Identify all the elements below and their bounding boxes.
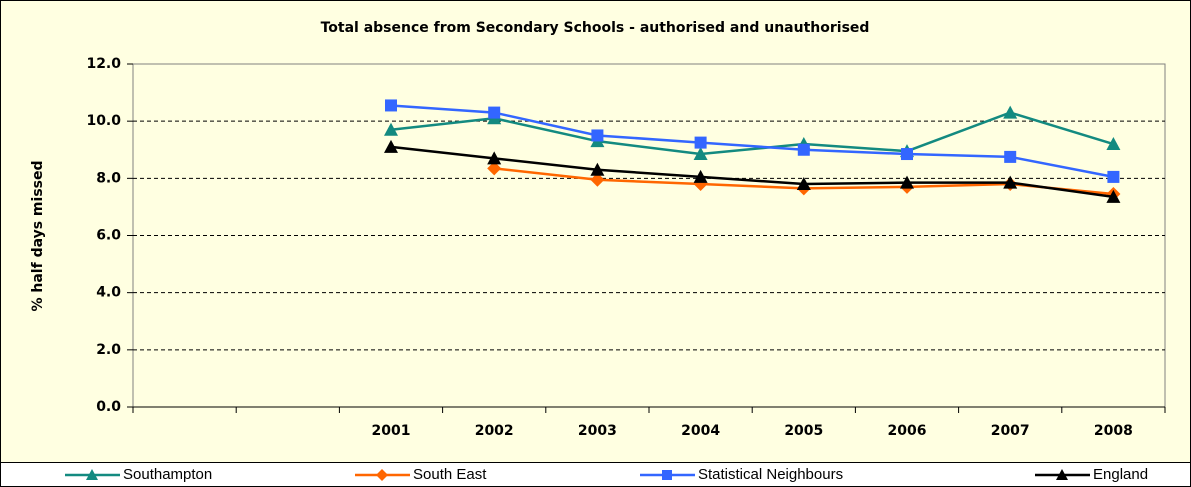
x-tick-label: 2007 — [991, 423, 1030, 439]
marker — [1056, 469, 1068, 480]
y-tick-label: 6.0 — [96, 228, 121, 244]
chart-title: Total absence from Secondary Schools - a… — [321, 20, 870, 36]
y-tick-label: 0.0 — [96, 399, 121, 415]
marker — [1003, 175, 1018, 189]
legend-label: South East — [413, 466, 487, 483]
marker — [385, 99, 397, 112]
series-line — [390, 104, 1114, 179]
legend-label: England — [1093, 466, 1148, 483]
x-tick-label: 2003 — [578, 423, 617, 439]
marker — [488, 106, 501, 119]
series-line — [390, 145, 1114, 199]
y-tick-label: 12.0 — [86, 56, 121, 72]
marker — [487, 151, 502, 165]
marker — [1107, 170, 1120, 183]
marker — [1004, 150, 1017, 163]
legend-label: Southampton — [123, 466, 212, 483]
chart-background — [0, 0, 1191, 463]
marker — [797, 143, 810, 156]
marker — [900, 175, 914, 189]
marker — [1003, 105, 1018, 119]
marker — [376, 469, 388, 481]
marker — [1106, 137, 1121, 151]
x-tick-label: 2001 — [372, 423, 411, 439]
marker — [384, 139, 398, 153]
marker — [1106, 189, 1121, 203]
y-tick-label: 10.0 — [86, 113, 121, 129]
x-tick-label: 2004 — [681, 423, 720, 439]
marker — [590, 162, 605, 176]
series-line — [390, 111, 1114, 156]
marker — [693, 169, 708, 183]
x-tick-label: 2006 — [888, 423, 927, 439]
legend-box — [0, 462, 1191, 487]
marker — [590, 172, 605, 187]
marker — [591, 129, 604, 142]
y-tick-label: 4.0 — [96, 285, 121, 301]
y-tick-label: 8.0 — [96, 170, 121, 186]
marker — [901, 148, 913, 161]
marker — [693, 147, 708, 161]
marker — [796, 177, 811, 191]
x-tick-label: 2002 — [475, 423, 514, 439]
marker — [694, 136, 707, 149]
marker — [487, 161, 502, 176]
legend-label: Statistical Neighbours — [698, 466, 843, 483]
x-tick-label: 2005 — [784, 423, 823, 439]
marker — [86, 469, 98, 480]
x-tick-label: 2008 — [1094, 423, 1133, 439]
marker — [384, 122, 398, 136]
y-tick-label: 2.0 — [96, 342, 121, 358]
marker — [662, 470, 672, 480]
y-axis-label: % half days missed — [30, 160, 46, 311]
